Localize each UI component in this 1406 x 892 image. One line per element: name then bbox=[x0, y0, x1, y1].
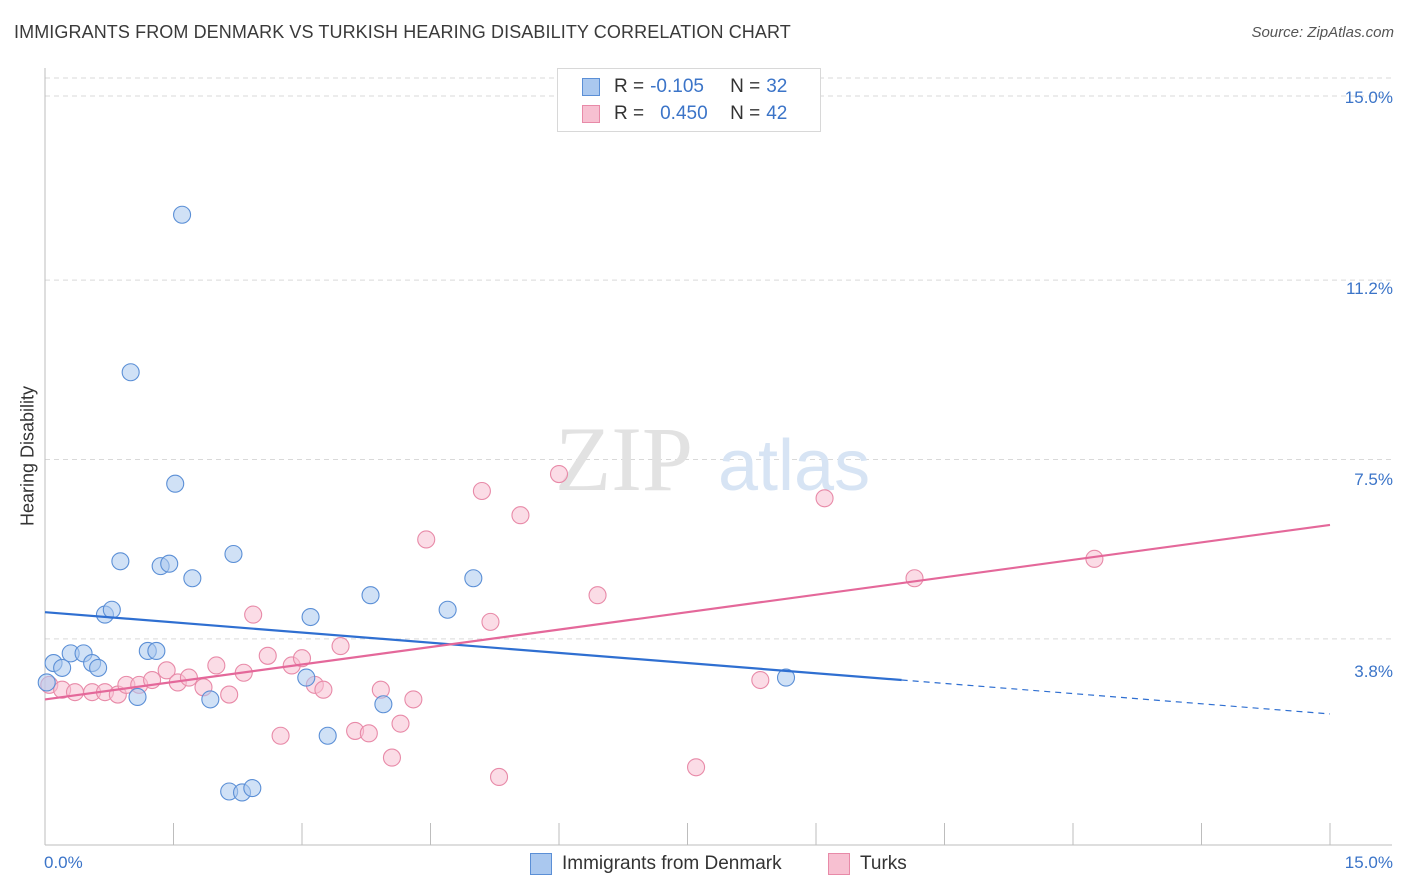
turks-point bbox=[292, 649, 312, 668]
turks-point bbox=[751, 670, 770, 690]
y-tick-label: 3.8% bbox=[1354, 662, 1393, 681]
x-tick-label: 15.0% bbox=[1344, 853, 1393, 872]
turks-point bbox=[331, 637, 350, 656]
turks-point bbox=[489, 767, 509, 787]
turks-point bbox=[157, 661, 176, 680]
turks-point bbox=[511, 506, 530, 525]
turks-legend-label: Turks bbox=[860, 853, 907, 874]
turks-point bbox=[207, 656, 226, 675]
denmark-legend-label: Immigrants from Denmark bbox=[562, 853, 782, 874]
turks-point bbox=[220, 685, 239, 704]
turks-point bbox=[417, 530, 436, 549]
legend-item-denmark: Immigrants from Denmark bbox=[530, 852, 782, 876]
denmark-point bbox=[166, 474, 185, 493]
denmark-point bbox=[438, 600, 457, 619]
source-label: Source: ZipAtlas.com bbox=[1251, 24, 1394, 41]
turks-point bbox=[359, 724, 378, 743]
denmark-point bbox=[111, 552, 130, 571]
watermark: ZIP atlas bbox=[555, 408, 870, 510]
denmark-point bbox=[224, 544, 243, 564]
denmark-point bbox=[243, 779, 262, 798]
denmark-point bbox=[53, 658, 72, 677]
denmark-point bbox=[121, 363, 140, 382]
turks-point bbox=[472, 481, 491, 501]
denmark-points bbox=[37, 205, 796, 802]
turks-trend-line bbox=[44, 523, 1331, 701]
denmark-point bbox=[89, 658, 108, 677]
turks-point bbox=[391, 714, 410, 733]
n-label: N = bbox=[730, 103, 761, 124]
n-value: 32 bbox=[766, 76, 788, 97]
turks-point bbox=[815, 489, 834, 508]
denmark-point bbox=[201, 690, 220, 709]
denmark-point bbox=[147, 641, 166, 660]
turks-point bbox=[1085, 549, 1104, 568]
denmark-point bbox=[318, 726, 337, 745]
turks-swatch bbox=[582, 105, 600, 123]
r-value: 0.450 bbox=[660, 103, 708, 124]
denmark-point bbox=[464, 569, 483, 588]
y-axis-label: Hearing Disability bbox=[17, 385, 38, 527]
chart-title: IMMIGRANTS FROM DENMARK VS TURKISH HEARI… bbox=[14, 22, 791, 42]
turks-point bbox=[244, 605, 263, 624]
watermark-zip: ZIP bbox=[555, 408, 693, 510]
turks-point bbox=[588, 586, 607, 605]
x-tick-label: 0.0% bbox=[44, 853, 83, 872]
turks-point bbox=[404, 690, 423, 709]
r-label: R = bbox=[614, 76, 645, 97]
y-tick-label: 7.5% bbox=[1354, 470, 1393, 489]
axes bbox=[44, 68, 1392, 846]
turks-point bbox=[549, 464, 569, 484]
denmark-point bbox=[37, 673, 56, 692]
denmark-point bbox=[102, 600, 121, 619]
gridlines bbox=[45, 77, 1392, 640]
denmark-point bbox=[301, 607, 320, 627]
trend-lines bbox=[44, 523, 1331, 715]
correlation-legend: R = -0.105 N = 32 R = 0.450 N = 42 bbox=[557, 68, 821, 132]
turks-point bbox=[258, 646, 277, 665]
denmark-swatch bbox=[582, 78, 600, 96]
legend-row-denmark: R = -0.105 N = 32 bbox=[582, 75, 787, 99]
denmark-point bbox=[128, 687, 147, 707]
denmark-trend-line bbox=[44, 611, 902, 682]
denmark-point bbox=[361, 586, 380, 605]
n-label: N = bbox=[730, 76, 761, 97]
watermark-atlas: atlas bbox=[718, 426, 870, 506]
denmark-point bbox=[160, 554, 179, 573]
r-label: R = bbox=[614, 103, 645, 124]
y-tick-label: 11.2% bbox=[1346, 279, 1393, 298]
turks-point bbox=[481, 612, 500, 631]
r-value: -0.105 bbox=[650, 76, 704, 97]
denmark-point bbox=[374, 695, 393, 714]
turks-point bbox=[65, 683, 85, 702]
turks-point bbox=[314, 680, 333, 699]
turks-point bbox=[687, 758, 706, 777]
denmark-legend-swatch bbox=[530, 853, 552, 875]
denmark-trend-extension bbox=[901, 679, 1331, 715]
turks-point bbox=[905, 569, 924, 588]
n-value: 42 bbox=[766, 103, 788, 124]
turks-legend-swatch bbox=[828, 853, 850, 875]
turks-point bbox=[179, 668, 198, 687]
denmark-point bbox=[183, 569, 202, 588]
legend-item-turks: Turks bbox=[828, 852, 907, 876]
turks-point bbox=[271, 726, 290, 745]
denmark-point bbox=[297, 668, 316, 687]
turks-point bbox=[382, 748, 402, 767]
denmark-point bbox=[173, 205, 192, 224]
y-tick-label: 15.0% bbox=[1344, 88, 1393, 107]
legend-row-turks: R = 0.450 N = 42 bbox=[582, 102, 787, 126]
denmark-point bbox=[776, 668, 796, 687]
